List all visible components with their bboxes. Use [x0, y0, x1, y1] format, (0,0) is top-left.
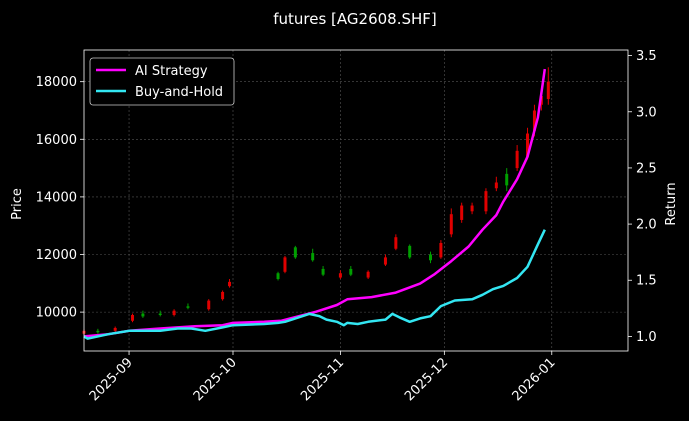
legend-label-buy-and-hold: Buy-and-Hold	[135, 85, 223, 100]
left-y-tick-label-3: 16000	[36, 133, 77, 148]
candle-body-1	[96, 330, 100, 333]
right-y-tick-label-4: 3.0	[636, 105, 657, 120]
candlesticks	[82, 67, 550, 336]
candle-body-19	[383, 257, 387, 265]
right-y-axis-label: Return	[664, 182, 679, 225]
left-y-tick-label-2: 14000	[36, 190, 77, 205]
candle-body-31	[526, 133, 530, 157]
candle-body-14	[311, 253, 315, 261]
candle-body-18	[366, 271, 370, 278]
candle-body-30	[515, 150, 519, 169]
chart-title: futures [AG2608.SHF]	[273, 10, 437, 28]
candle-body-9	[221, 291, 225, 300]
candle-body-10	[228, 281, 232, 287]
candle-body-24	[449, 214, 453, 235]
left-y-tick-label-1: 12000	[36, 248, 77, 263]
left-y-axis-ticks: 10000 12000 14000 16000 18000	[36, 75, 84, 321]
candle-body-15	[321, 268, 325, 275]
candle-body-23	[439, 242, 443, 258]
right-y-tick-label-0: 1.0	[636, 330, 657, 345]
candle-body-20	[394, 237, 398, 249]
candle-body-34	[546, 81, 550, 99]
candle-body-13	[293, 247, 297, 258]
candle-body-11	[276, 273, 280, 279]
candle-body-28	[494, 182, 498, 189]
series-line-ai-strategy	[83, 68, 547, 338]
candle-body-3	[131, 314, 135, 321]
legend-label-ai-strategy: AI Strategy	[135, 64, 208, 79]
candle-body-21	[408, 245, 412, 258]
candle-body-32	[532, 110, 536, 131]
left-y-tick-label-4: 18000	[36, 75, 77, 90]
left-y-tick-label-0: 10000	[36, 306, 77, 321]
candle-body-22	[428, 254, 432, 261]
gridlines	[84, 50, 628, 351]
candle-body-25	[460, 205, 464, 220]
candle-body-8	[207, 300, 211, 310]
series-lines	[83, 68, 547, 340]
candle-body-4	[141, 313, 145, 317]
series-line-buy-and-hold	[83, 229, 546, 340]
right-y-tick-label-5: 3.5	[636, 49, 657, 64]
candle-body-5	[158, 313, 162, 315]
right-y-tick-label-3: 2.5	[636, 161, 657, 176]
candle-body-27	[484, 191, 488, 212]
candle-body-17	[349, 268, 353, 275]
right-y-axis-ticks: 1.0 1.5 2.0 2.5 3.0 3.5	[628, 49, 657, 345]
candle-body-26	[470, 205, 474, 212]
candle-body-16	[338, 273, 342, 278]
right-y-tick-label-1: 1.5	[636, 274, 657, 289]
right-y-tick-label-2: 2.0	[636, 218, 657, 233]
candle-body-12	[283, 257, 287, 272]
plot-frame	[83, 49, 629, 352]
candle-body-6	[172, 310, 176, 315]
left-y-axis-label: Price	[10, 188, 25, 220]
legend: AI Strategy Buy-and-Hold	[89, 57, 235, 106]
candle-body-2	[113, 327, 117, 331]
candle-body-29	[505, 173, 509, 186]
candle-body-7	[186, 306, 190, 308]
